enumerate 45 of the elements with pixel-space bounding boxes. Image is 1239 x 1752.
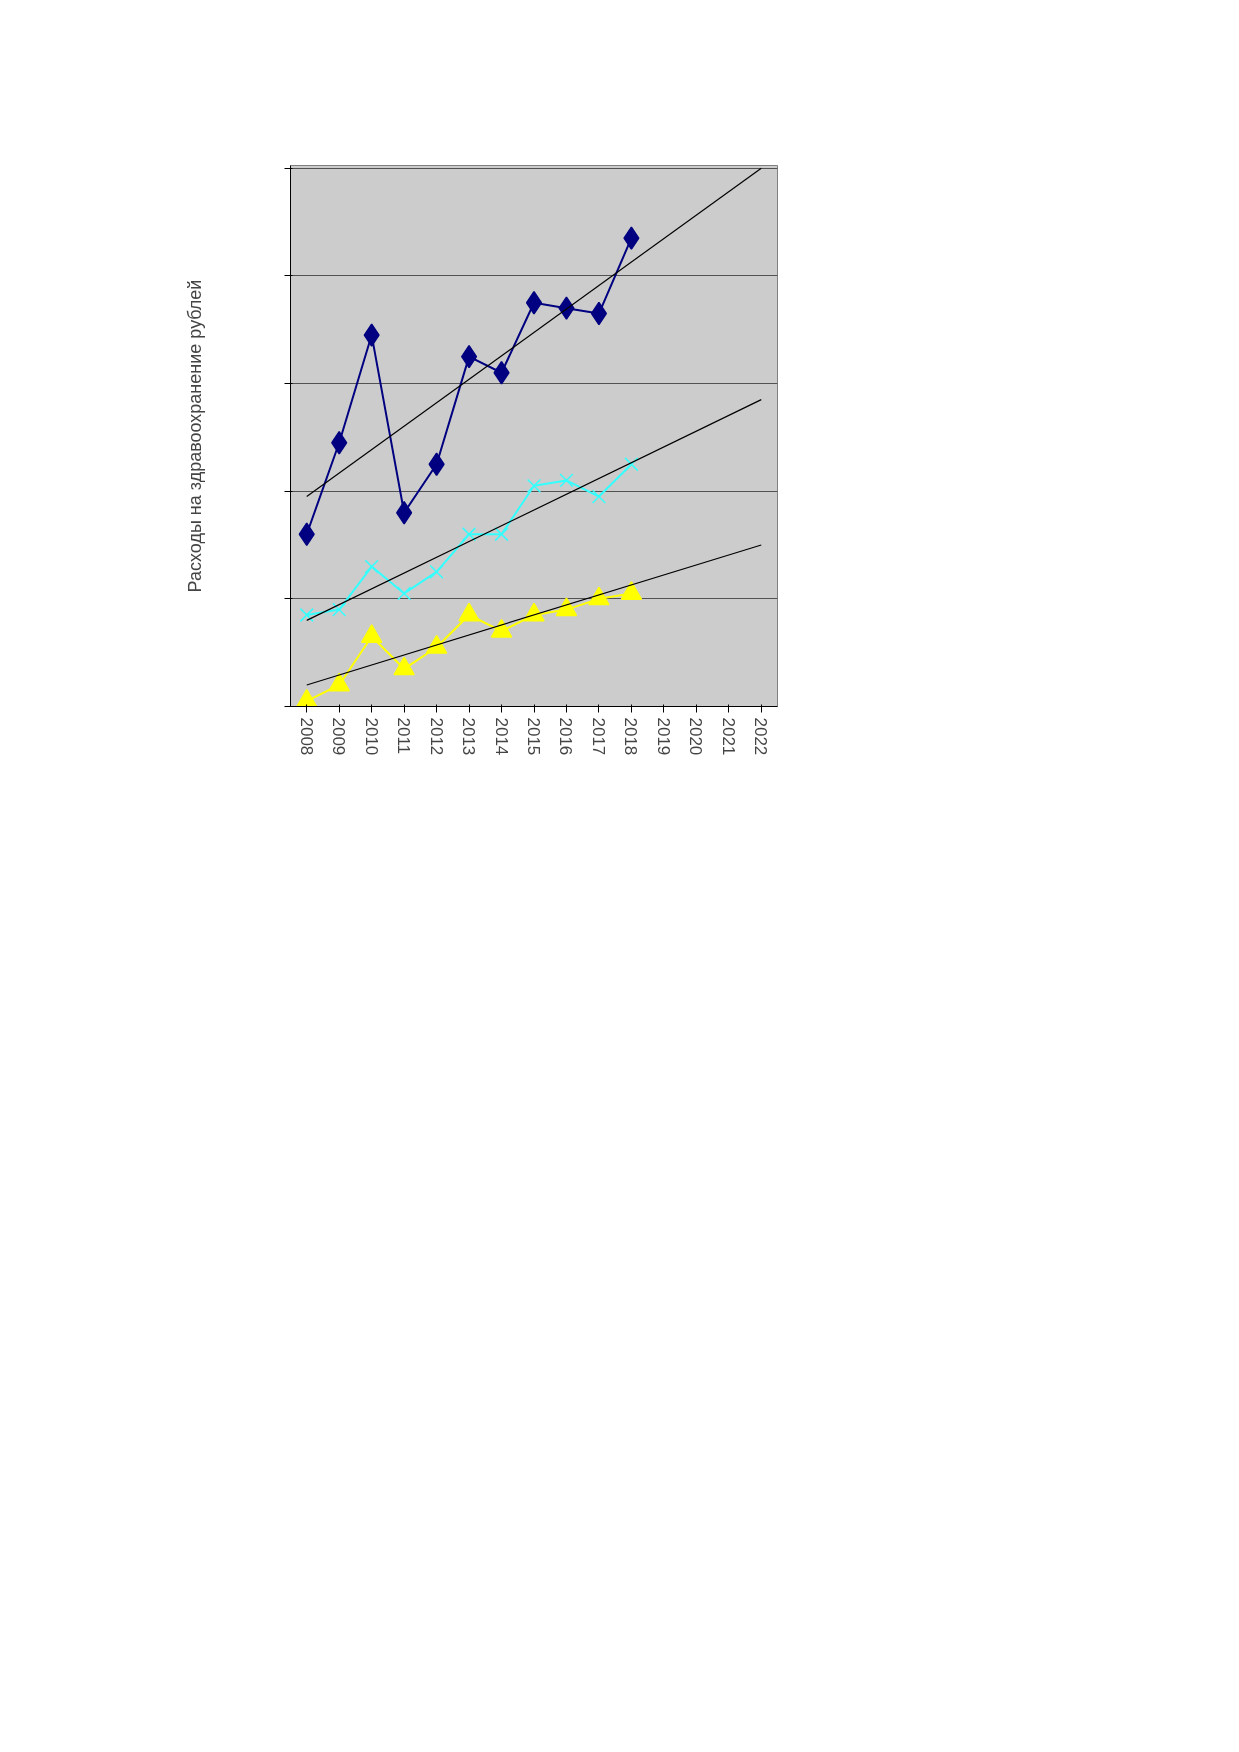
- point: [425, 634, 448, 654]
- x-tick-label: 2016: [556, 717, 576, 756]
- point: [623, 226, 640, 250]
- point: [429, 564, 444, 580]
- point: [295, 688, 318, 707]
- point: [555, 597, 578, 617]
- point: [588, 586, 610, 606]
- point: [299, 607, 314, 623]
- x-tick-label: 2017: [588, 717, 608, 756]
- x-tick-label: 2013: [459, 717, 479, 756]
- point: [393, 656, 415, 676]
- point: [620, 581, 643, 600]
- point: [558, 296, 575, 320]
- x-tick-label: 2012: [426, 717, 446, 756]
- point: [397, 586, 412, 601]
- point: [525, 291, 543, 315]
- point: [591, 489, 607, 504]
- point: [526, 478, 542, 493]
- point: [624, 457, 639, 472]
- x-tick-label: 2010: [361, 717, 381, 756]
- point: [332, 602, 347, 617]
- point: [328, 672, 350, 692]
- x-tick-label: 2011: [394, 717, 414, 755]
- x-tick-label: 2015: [524, 717, 543, 756]
- point: [493, 361, 510, 385]
- point: [460, 344, 478, 369]
- y-axis-title: Расходы на здравоохранение рублей: [184, 279, 205, 593]
- x-tick-label: 2008: [296, 717, 316, 756]
- point: [458, 602, 480, 622]
- point: [298, 522, 315, 546]
- x-tick-label: 2014: [491, 717, 511, 756]
- x-tick-label: 2018: [621, 717, 641, 756]
- point: [590, 301, 608, 326]
- point: [559, 473, 574, 488]
- point: [363, 323, 380, 347]
- point: [364, 559, 379, 574]
- x-tick-label: 2020: [686, 717, 706, 756]
- point: [494, 527, 509, 542]
- x-tick-label: 2019: [653, 717, 673, 756]
- x-tick-label: 2021: [718, 717, 738, 756]
- point: [490, 618, 513, 638]
- point: [360, 624, 383, 644]
- point: [461, 527, 477, 542]
- x-tick-label: 2009: [329, 717, 349, 756]
- x-tick-label: 2022: [751, 717, 771, 756]
